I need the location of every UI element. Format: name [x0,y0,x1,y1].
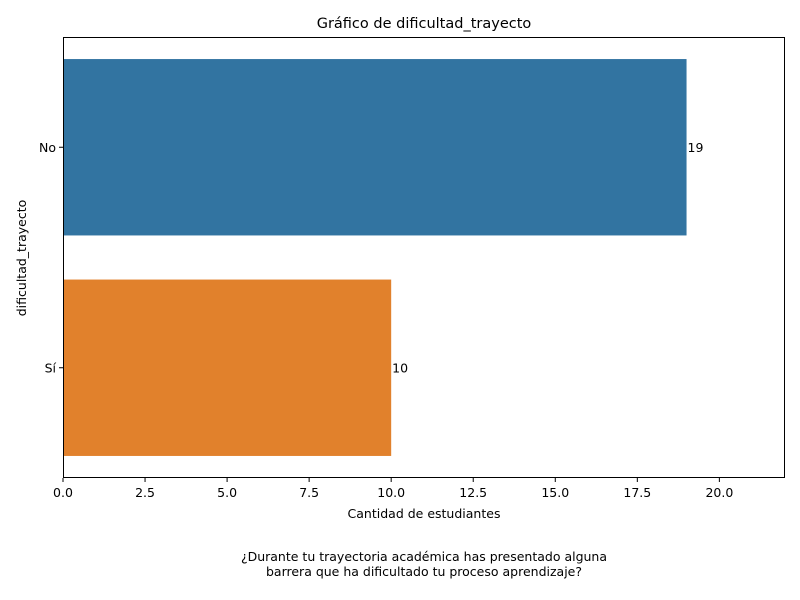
y-tick-label-1: Sí [45,360,57,375]
y-axis-label: dificultad_trayecto [14,200,29,317]
x-tick-label-0: 0.0 [53,485,73,500]
x-tick-label-1: 2.5 [135,485,155,500]
x-tick-label-3: 7.5 [299,485,319,500]
x-axis-label: Cantidad de estudiantes [348,506,501,521]
x-tick-label-5: 12.5 [459,485,487,500]
x-tick-label-6: 15.0 [541,485,569,500]
x-tick-label-8: 20.0 [705,485,733,500]
x-tick-label-7: 17.5 [623,485,651,500]
caption-line-2: barrera que ha dificultado tu proceso ap… [265,564,583,579]
chart-caption: ¿Durante tu trayectoria académica has pr… [0,549,800,579]
chart-title: Gráfico de dificultad_trayecto [317,16,532,32]
y-tick-label-0: No [39,140,56,155]
bar-1 [63,279,392,456]
plot-frame [63,37,785,478]
caption-line-1: ¿Durante tu trayectoria académica has pr… [240,549,608,564]
x-tick-label-2: 5.0 [217,485,237,500]
bar-0 [63,59,687,236]
data-label-1: 10 [392,360,408,375]
x-tick-label-4: 10.0 [377,485,405,500]
data-label-0: 19 [688,140,704,155]
